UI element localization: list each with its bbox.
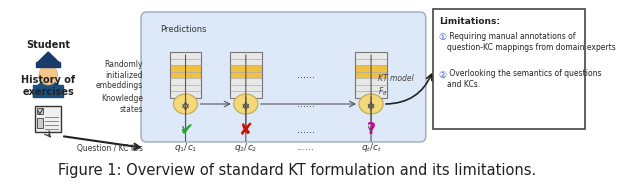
Text: History of
exercises: History of exercises (21, 75, 76, 97)
Text: ②: ② (439, 70, 447, 79)
Bar (37, 118, 43, 128)
Bar (355, 85, 387, 92)
Text: ......: ...... (297, 125, 315, 135)
Text: Randomly
initialized
embeddings: Randomly initialized embeddings (95, 60, 143, 90)
Bar (170, 72, 202, 78)
Wedge shape (33, 81, 63, 97)
Bar (230, 65, 262, 72)
Bar (230, 59, 262, 65)
Bar (230, 85, 262, 92)
Bar (35, 106, 61, 132)
Text: ......: ...... (297, 70, 315, 80)
Bar (230, 52, 262, 59)
Ellipse shape (359, 94, 383, 114)
FancyBboxPatch shape (433, 9, 586, 129)
Bar (170, 78, 202, 85)
Bar (170, 92, 202, 98)
Text: ✘: ✘ (239, 121, 253, 139)
Bar (230, 92, 262, 98)
Bar (230, 72, 262, 78)
Text: Predictions: Predictions (161, 25, 207, 35)
Text: Requiring manual annotations of
question-KC mappings from domain experts: Requiring manual annotations of question… (447, 32, 616, 52)
Bar (36, 62, 60, 67)
Bar (170, 52, 202, 59)
Text: Question / KC IDs: Question / KC IDs (77, 143, 143, 152)
Bar (355, 92, 387, 98)
Text: ......: ...... (298, 143, 315, 152)
Text: Overlooking the semantics of questions
and KCs.: Overlooking the semantics of questions a… (447, 69, 602, 89)
Text: $q_1/c_1$: $q_1/c_1$ (174, 141, 197, 154)
Bar (33, 85, 63, 97)
Text: ✔: ✔ (179, 121, 193, 139)
Text: ?: ? (367, 122, 376, 137)
Text: Knowledge
states: Knowledge states (101, 94, 143, 114)
Text: $q_2/c_2$: $q_2/c_2$ (234, 141, 257, 154)
FancyBboxPatch shape (141, 12, 426, 142)
Bar (355, 59, 387, 65)
Bar (37, 108, 43, 114)
Ellipse shape (234, 94, 258, 114)
Text: KT model
$F_\theta$: KT model $F_\theta$ (378, 74, 414, 98)
Bar (355, 65, 387, 72)
Bar (230, 52, 262, 98)
Bar (355, 52, 387, 98)
Text: Student: Student (26, 40, 70, 50)
Circle shape (39, 65, 58, 85)
Bar (170, 65, 202, 72)
Bar (355, 78, 387, 85)
Text: ①: ① (439, 33, 447, 42)
Bar (355, 52, 387, 59)
Bar (230, 78, 262, 85)
Polygon shape (38, 52, 58, 62)
Text: Figure 1: Overview of standard KT formulation and its limitations.: Figure 1: Overview of standard KT formul… (58, 163, 536, 178)
Text: Limitations:: Limitations: (439, 18, 500, 27)
Bar (170, 59, 202, 65)
Text: ......: ...... (297, 99, 315, 109)
Ellipse shape (173, 94, 198, 114)
Bar (355, 72, 387, 78)
Text: $q_t/c_t$: $q_t/c_t$ (360, 141, 381, 154)
Bar (170, 52, 202, 98)
Bar (170, 85, 202, 92)
